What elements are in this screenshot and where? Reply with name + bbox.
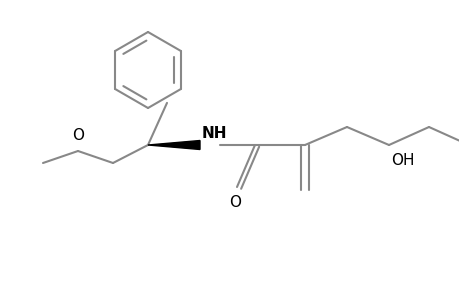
Polygon shape — [148, 140, 200, 149]
Text: NH: NH — [202, 126, 227, 141]
Text: OH: OH — [390, 153, 414, 168]
Text: O: O — [229, 195, 241, 210]
Text: O: O — [72, 128, 84, 143]
